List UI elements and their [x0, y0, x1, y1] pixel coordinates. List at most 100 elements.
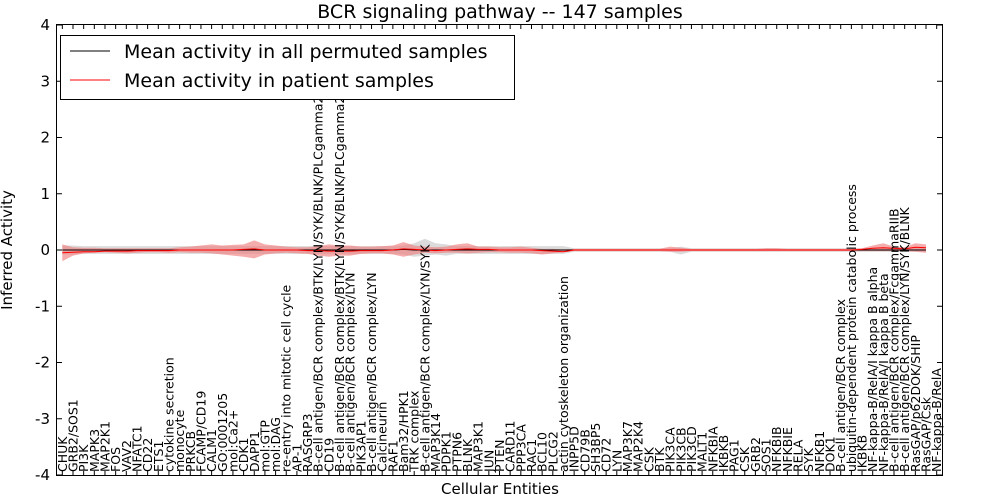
x-tick-label: PI3K — [76, 444, 91, 472]
x-tick-label: NF-kappa-B/RelA — [929, 368, 944, 472]
x-tick-label: B-cell antigen/BCR complex/BTK/LYN/SYK/B… — [311, 96, 326, 472]
x-tick-label: Calcineurin — [375, 402, 390, 472]
x-tick-label: RasGAP/p62DOK/SHIP — [908, 335, 923, 472]
x-tick-label: PRKCB — [183, 431, 198, 472]
x-tick-label: actin cytoskeleton organization — [556, 276, 571, 472]
x-tick-label: MAP2K4 — [631, 421, 646, 472]
y-axis-title: Inferred Activity — [0, 190, 16, 310]
x-tick-label: B-cell antigen/BCR complex/LYN/SYK — [417, 244, 432, 472]
x-tick-label: NFKB1 — [812, 431, 827, 472]
x-tick-label: MAPK3 — [87, 429, 102, 472]
x-tick-label: re-entry into mitotic cell cycle — [279, 284, 294, 472]
plot-frame — [56, 24, 943, 476]
x-tick-label: PDPK1 — [439, 431, 454, 472]
legend-label-patient: Mean activity in patient samples — [124, 70, 434, 92]
x-tick-label: Bam32/HPK1 — [396, 390, 411, 472]
x-tick-label: NFATC1 — [130, 425, 145, 472]
x-tick-label: B-cell antigen/BCR complex/LYN — [343, 272, 358, 472]
x-tick-label: FOS — [108, 447, 123, 472]
x-tick-label: NF-kappa-B/RelA/I kappa B alpha — [865, 267, 880, 472]
x-tick-label: mol:DAG — [268, 417, 283, 472]
x-tick-label: PAG1 — [727, 439, 742, 472]
x-tick-label: RasGAP/Csk — [919, 396, 934, 472]
y-tick-label: 4 — [40, 16, 50, 34]
x-tick-label: BLNK — [460, 438, 475, 472]
x-tick-label: CARD11 — [503, 421, 518, 473]
x-tick-label: CD22 — [140, 438, 155, 472]
x-tick-label: PTPN6 — [449, 432, 464, 472]
x-tick-label: MAP3K1 — [471, 421, 486, 472]
x-tick-label: PIK3AP1 — [353, 421, 368, 472]
x-tick-label: CHUK — [55, 436, 70, 472]
x-tick-label: CD19 — [321, 438, 336, 472]
x-tick-label: DAPP1 — [247, 431, 262, 472]
chart-title: BCR signaling pathway -- 147 samples — [317, 1, 683, 23]
x-tick-label: PLCG2 — [545, 431, 560, 472]
x-tick-label: CALM1 — [204, 429, 219, 472]
x-tick-label: MAP3K7 — [620, 421, 635, 472]
x-tick-label: CD79B — [577, 429, 592, 472]
x-tick-label: B-cell antigen/BCR complex/LYN — [364, 272, 379, 472]
x-tick-label: VAV2 — [119, 440, 134, 472]
legend-label-permuted: Mean activity in all permuted samples — [124, 41, 487, 63]
legend-frame — [60, 35, 515, 100]
x-tick-label: DOK1 — [823, 436, 838, 472]
x-tick-label: BTK — [652, 447, 667, 472]
x-tick-label: NFKBIB — [769, 426, 784, 472]
x-tick-label: NFKBIE — [780, 427, 795, 472]
x-tick-label: AP-1 — [289, 444, 304, 472]
y-tick-label: -2 — [35, 354, 50, 372]
x-tick-label: B-cell antigen/BCR complex — [833, 299, 848, 472]
x-tick-label: CD72 — [599, 438, 614, 472]
patient-mean-line — [62, 246, 927, 254]
x-tick-label: RAF1 — [385, 440, 400, 472]
x-tick-label: JUN — [481, 450, 496, 473]
x-tick-label: GRB2 — [748, 437, 763, 472]
x-tick-label: CSK — [737, 446, 752, 472]
x-tick-label: SYK — [801, 447, 816, 472]
x-tick-label: ubiquitin-dependent protein catabolic pr… — [844, 184, 859, 472]
x-tick-label: cytokine secretion — [162, 357, 177, 472]
x-tick-label: GRB2/SOS1 — [66, 399, 81, 472]
y-tick-label: -4 — [35, 466, 50, 484]
x-tick-label: MAP3K14 — [428, 413, 443, 472]
x-tick-label: CSK — [641, 446, 656, 472]
x-tick-label: FCAMP/CD19 — [193, 391, 208, 472]
x-tick-label: PTEN — [492, 440, 507, 472]
x-tick-label: B-cell antigen/BCR complex/BTK/LYN/SYK/B… — [332, 96, 347, 472]
x-tick-label: CDK1 — [236, 437, 251, 472]
x-tick-label: PPP3CA — [513, 424, 528, 472]
x-tick-label: LYN — [609, 450, 624, 472]
x-tick-label: BCL10 — [535, 432, 550, 472]
y-tick-label: -1 — [35, 297, 50, 315]
x-axis-ticks: CHUKGRB2/SOS1PI3KMAPK3MAP2K1FOSVAV2NFATC… — [55, 25, 944, 475]
x-tick-label: INPP5D — [567, 426, 582, 472]
y-tick-label: -3 — [35, 410, 50, 428]
x-tick-label: NFKBIA — [705, 426, 720, 472]
x-tick-label: MAP2K1 — [98, 421, 113, 472]
series-lines — [62, 246, 927, 254]
x-tick-label: monocyte — [172, 409, 187, 472]
x-tick-label: mol:Ca2+ — [225, 410, 240, 472]
x-axis-title: Cellular Entities — [441, 480, 559, 498]
x-tick-label: B-cell antigen/BCR complex/FcgammaRIIB — [887, 208, 902, 472]
x-tick-label: MALT1 — [695, 432, 710, 472]
x-tick-label: RASGRP3 — [300, 413, 315, 472]
x-tick-label: ETS1 — [151, 441, 166, 472]
x-tick-label: IKBKB — [855, 435, 870, 472]
x-tick-label: SOS1 — [759, 438, 774, 472]
x-tick-label: PIK3CD — [684, 426, 699, 472]
y-tick-label: 3 — [40, 72, 50, 90]
activity-bands — [62, 238, 927, 262]
x-tick-label: RAC1 — [524, 439, 539, 472]
y-tick-label: 2 — [40, 129, 50, 147]
patient-spread-band — [62, 240, 927, 262]
legend: Mean activity in all permuted samples Me… — [60, 35, 515, 100]
x-tick-label: SH3BP5 — [588, 423, 603, 472]
x-tick-label: B-cell antigen/BCR complex/LYN/SYK/BLNK — [897, 206, 912, 472]
x-tick-label: IKBKB — [716, 435, 731, 472]
x-tick-label: TRK complex — [407, 391, 422, 473]
y-tick-label: 0 — [40, 241, 50, 259]
x-tick-label: GO:0001205 — [215, 393, 230, 472]
